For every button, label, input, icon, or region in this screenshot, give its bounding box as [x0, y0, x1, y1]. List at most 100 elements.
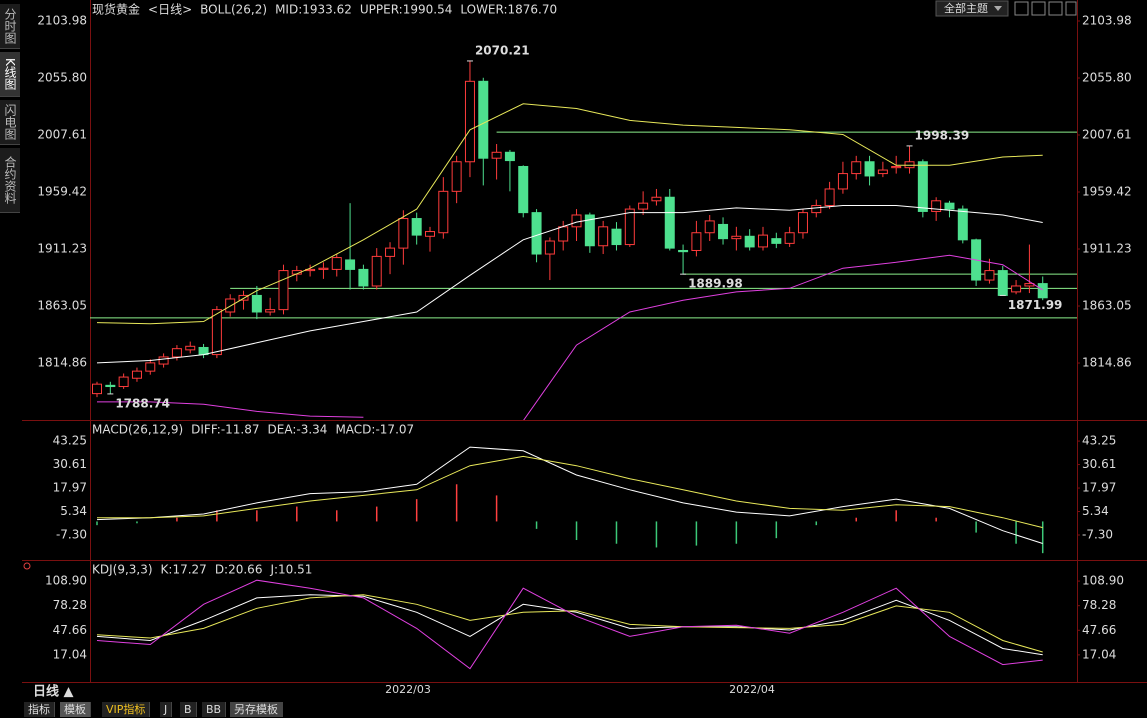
candle-body [571, 214, 582, 228]
candle-body [664, 196, 675, 249]
legend-entry: MID:1933.62 [275, 3, 352, 17]
candle-body [731, 235, 742, 240]
legend-entry: MACD(26,12,9) [92, 423, 183, 437]
candle-body [611, 228, 622, 246]
icon-button[interactable] [1014, 1, 1029, 16]
candle-body [891, 165, 902, 169]
tab[interactable]: 闪电图 [0, 100, 20, 145]
candle-body [491, 151, 502, 159]
y-tick-label: 30.61 [53, 457, 87, 471]
annotation: 1889.98 [688, 277, 743, 291]
y-tick-label: 17.04 [53, 647, 87, 661]
toolbar-button[interactable]: 另存模板 [230, 702, 283, 717]
candle-body [118, 376, 129, 388]
y-tick-label: 1959.42 [37, 185, 87, 199]
y-tick-label: 47.66 [53, 623, 87, 637]
chart-area: 全部主题 日线 ▲ 2022/03 2022/04 2103.98 2103.98 20… [22, 0, 1147, 700]
tab[interactable]: K线图 [0, 52, 20, 97]
candle-body [371, 255, 382, 287]
y-tick-label: 1863.05 [1082, 299, 1132, 313]
candle-body [651, 196, 662, 202]
y-tick-label: 1911.23 [37, 242, 87, 256]
toolbar-button[interactable]: 指标 [24, 702, 55, 717]
dropdown-arrow [994, 6, 1002, 11]
candle-body [478, 80, 489, 159]
y-tick-label: 78.28 [53, 598, 87, 612]
candle-body [158, 356, 169, 365]
candle-body [1037, 283, 1048, 299]
candle-body [504, 151, 515, 162]
period-label[interactable]: 日线 ▲ [33, 684, 74, 700]
y-tick-label: 17.97 [53, 481, 87, 495]
candle-body [678, 249, 689, 253]
candle-body [691, 232, 702, 251]
candle-body [171, 348, 182, 358]
legend-entry: KDJ(9,3,3) [92, 563, 153, 577]
kdj-line [96, 579, 1043, 670]
candle-body [211, 309, 222, 356]
candle-body [931, 200, 942, 212]
candle-body [425, 231, 435, 237]
icon-button[interactable] [1065, 1, 1077, 16]
legend-entry: DEA:-3.34 [268, 423, 328, 437]
candle-body [398, 218, 409, 249]
candle-body [518, 165, 529, 214]
candle-body [771, 238, 782, 244]
toolbar-button[interactable]: J [160, 702, 173, 717]
annotation: 1871.99 [1008, 298, 1063, 312]
y-tick-label: 78.28 [1082, 598, 1116, 612]
candle-body [278, 270, 289, 311]
candle-body [904, 161, 915, 169]
boll-line [97, 254, 1043, 420]
toolbar-button[interactable]: 模板 [60, 702, 91, 717]
toolbar-button[interactable]: B [180, 702, 197, 717]
y-tick-label: 2055.80 [1082, 70, 1132, 84]
icon-button[interactable] [1048, 1, 1063, 16]
candle-body [944, 202, 955, 210]
boll-line [96, 103, 1043, 325]
y-tick-label: 2007.61 [37, 128, 87, 142]
x-tick-label: 2022/03 [385, 683, 431, 696]
toolbar-button[interactable]: BB [202, 702, 227, 717]
toolbar-button[interactable]: VIP指标 [102, 702, 151, 717]
y-tick-label: 47.66 [1082, 623, 1116, 637]
candle-body [877, 169, 888, 175]
candle-body [837, 173, 848, 190]
y-tick-label: 2103.98 [1082, 14, 1132, 28]
candle-body [464, 80, 475, 163]
annotation: 1998.39 [915, 128, 970, 142]
y-tick-label: 5.34 [1082, 504, 1109, 518]
icon-button[interactable] [1031, 1, 1046, 16]
candle-body [451, 161, 462, 192]
candle-body [784, 232, 795, 244]
candle-body [624, 208, 635, 246]
candle-body [1011, 285, 1022, 293]
candle-body [145, 362, 156, 372]
legend-entry: D:20.66 [215, 563, 263, 577]
candle-body [251, 294, 262, 313]
legend-entry: UPPER:1990.54 [360, 3, 452, 17]
y-tick-label: 1814.86 [1082, 356, 1132, 370]
legend-entry: LOWER:1876.70 [460, 3, 557, 17]
y-tick-label: 43.25 [1082, 434, 1116, 448]
tab[interactable]: 合约资料 [0, 148, 20, 213]
tab[interactable]: 分时图 [0, 4, 20, 49]
candle-body [131, 370, 142, 379]
y-tick-label: 30.61 [1082, 457, 1116, 471]
candle-body [105, 384, 116, 388]
candle-body [638, 202, 649, 210]
candle-body [851, 161, 862, 175]
annotation: 2070.21 [475, 43, 530, 57]
legend-entry: 现货黄金 [92, 2, 140, 17]
theme-select[interactable] [935, 0, 1009, 17]
legend-entry: K:17.27 [161, 563, 207, 577]
plot-clip [90, 60, 1077, 420]
candle-body [345, 259, 356, 270]
y-tick-label: 108.90 [45, 574, 87, 588]
annotation: 1788.74 [115, 396, 170, 410]
y-tick-label: -7.30 [56, 528, 87, 542]
x-tick-label: 2022/04 [729, 683, 775, 696]
candle-body [238, 294, 249, 301]
macd-line [96, 446, 1043, 544]
